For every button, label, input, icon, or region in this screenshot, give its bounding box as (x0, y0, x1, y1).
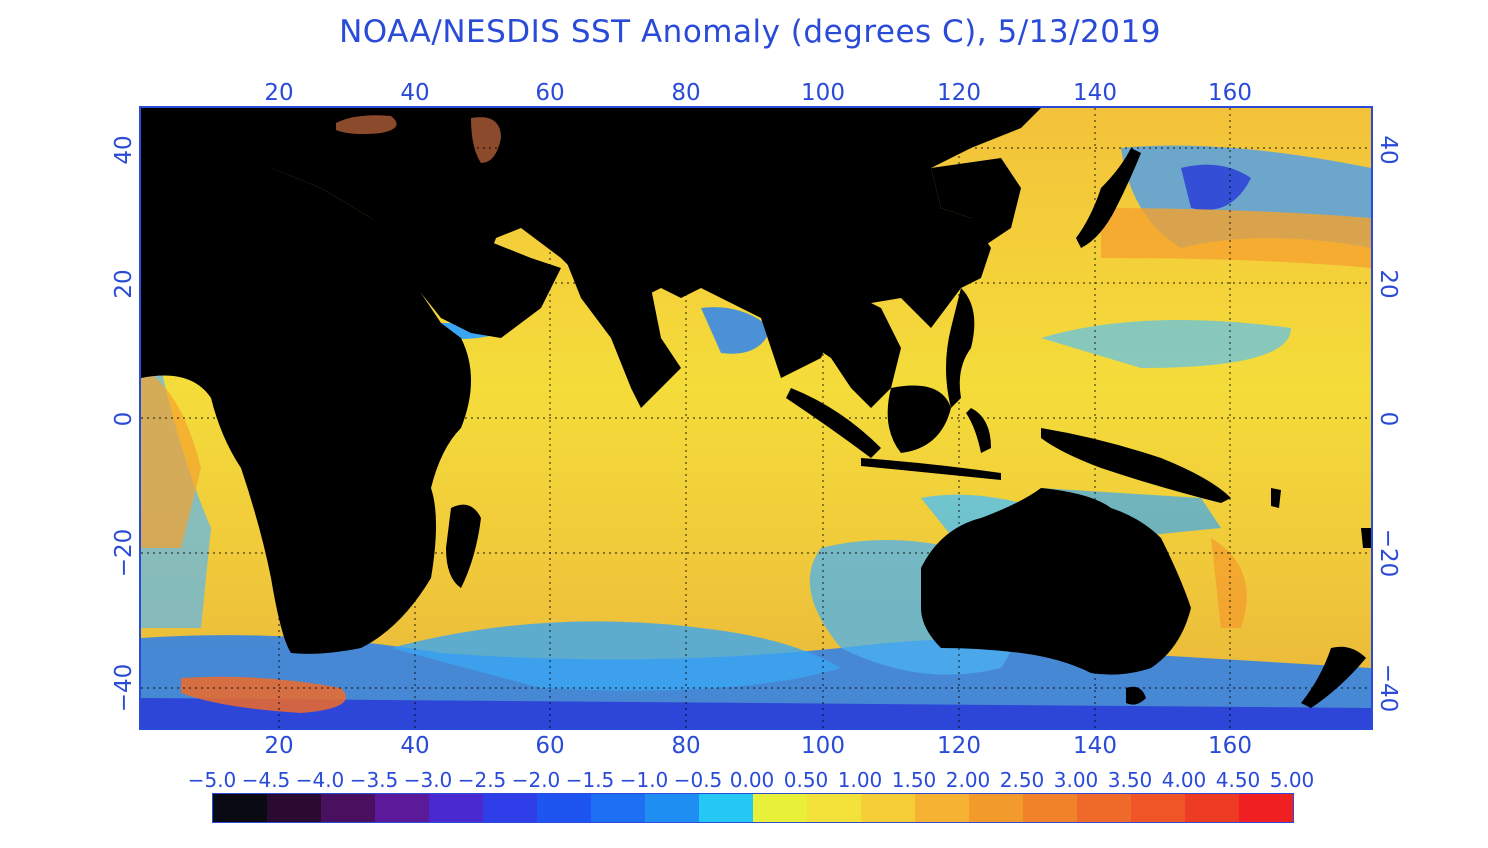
colorbar-label: −1.5 (565, 768, 615, 792)
top-tick: 20 (264, 80, 294, 106)
left-tick: 0 (111, 411, 137, 427)
graticule (141, 108, 1371, 728)
bottom-tick: 80 (671, 733, 701, 759)
colorbar-swatch (375, 794, 429, 822)
land-masses (141, 108, 1371, 708)
bottom-tick: 60 (535, 733, 565, 759)
colorbar-swatch (861, 794, 915, 822)
right-tick: 0 (1375, 411, 1401, 427)
colorbar-label: −3.5 (349, 768, 399, 792)
colorbar-swatch (591, 794, 645, 822)
colorbar-swatch (969, 794, 1023, 822)
colorbar-label: 1.00 (837, 768, 883, 792)
colorbar-label: 0.00 (729, 768, 775, 792)
colorbar-label: 1.50 (891, 768, 937, 792)
colorbar-swatch (807, 794, 861, 822)
colorbar (212, 793, 1294, 823)
top-tick: 80 (671, 80, 701, 106)
colorbar-swatch (699, 794, 753, 822)
colorbar-swatch (753, 794, 807, 822)
warm-anomaly-regions (141, 208, 1371, 713)
bottom-tick: 40 (400, 733, 430, 759)
colorbar-swatch (429, 794, 483, 822)
sst-anomaly-map (141, 108, 1371, 728)
right-tick: 20 (1375, 269, 1401, 299)
map-title: NOAA/NESDIS SST Anomaly (degrees C), 5/1… (339, 14, 1161, 50)
colorbar-swatch (1023, 794, 1077, 822)
top-tick: 120 (937, 80, 981, 106)
colorbar-swatch (915, 794, 969, 822)
colorbar-swatch (537, 794, 591, 822)
colorbar-swatch (1185, 794, 1239, 822)
colorbar-label: 0.50 (783, 768, 829, 792)
colorbar-swatch (267, 794, 321, 822)
ice-regions (336, 115, 501, 163)
colorbar-swatch (321, 794, 375, 822)
bottom-tick: 140 (1073, 733, 1117, 759)
right-tick: −20 (1375, 528, 1401, 578)
colorbar-label: −5.0 (187, 768, 237, 792)
colorbar-swatch (1077, 794, 1131, 822)
bottom-tick: 100 (801, 733, 845, 759)
left-tick: 20 (111, 269, 137, 299)
top-tick: 160 (1208, 80, 1252, 106)
colorbar-label: −0.5 (673, 768, 723, 792)
colorbar-label: 3.50 (1107, 768, 1153, 792)
colorbar-label: −4.0 (295, 768, 345, 792)
left-tick: −40 (111, 663, 137, 713)
colorbar-swatch (645, 794, 699, 822)
map-frame (139, 106, 1373, 730)
colorbar-label: 2.00 (945, 768, 991, 792)
colorbar-label: −1.0 (619, 768, 669, 792)
bottom-tick: 160 (1208, 733, 1252, 759)
colorbar-label: 3.00 (1053, 768, 1099, 792)
colorbar-swatch (213, 794, 267, 822)
right-tick: 40 (1375, 135, 1401, 165)
top-tick: 100 (801, 80, 845, 106)
bottom-tick: 20 (264, 733, 294, 759)
colorbar-swatch (1131, 794, 1185, 822)
colorbar-label: 5.00 (1269, 768, 1315, 792)
top-tick: 60 (535, 80, 565, 106)
colorbar-label: −2.0 (511, 768, 561, 792)
top-tick: 140 (1073, 80, 1117, 106)
colorbar-label: 4.00 (1161, 768, 1207, 792)
colorbar-label: −4.5 (241, 768, 291, 792)
colorbar-swatch (483, 794, 537, 822)
colorbar-label: 4.50 (1215, 768, 1261, 792)
left-tick: 40 (111, 135, 137, 165)
right-tick: −40 (1375, 663, 1401, 713)
top-tick: 40 (400, 80, 430, 106)
bottom-tick: 120 (937, 733, 981, 759)
left-tick: −20 (111, 528, 137, 578)
colorbar-label: −3.0 (403, 768, 453, 792)
colorbar-label: 2.50 (999, 768, 1045, 792)
colorbar-swatch (1239, 794, 1293, 822)
colorbar-label: −2.5 (457, 768, 507, 792)
